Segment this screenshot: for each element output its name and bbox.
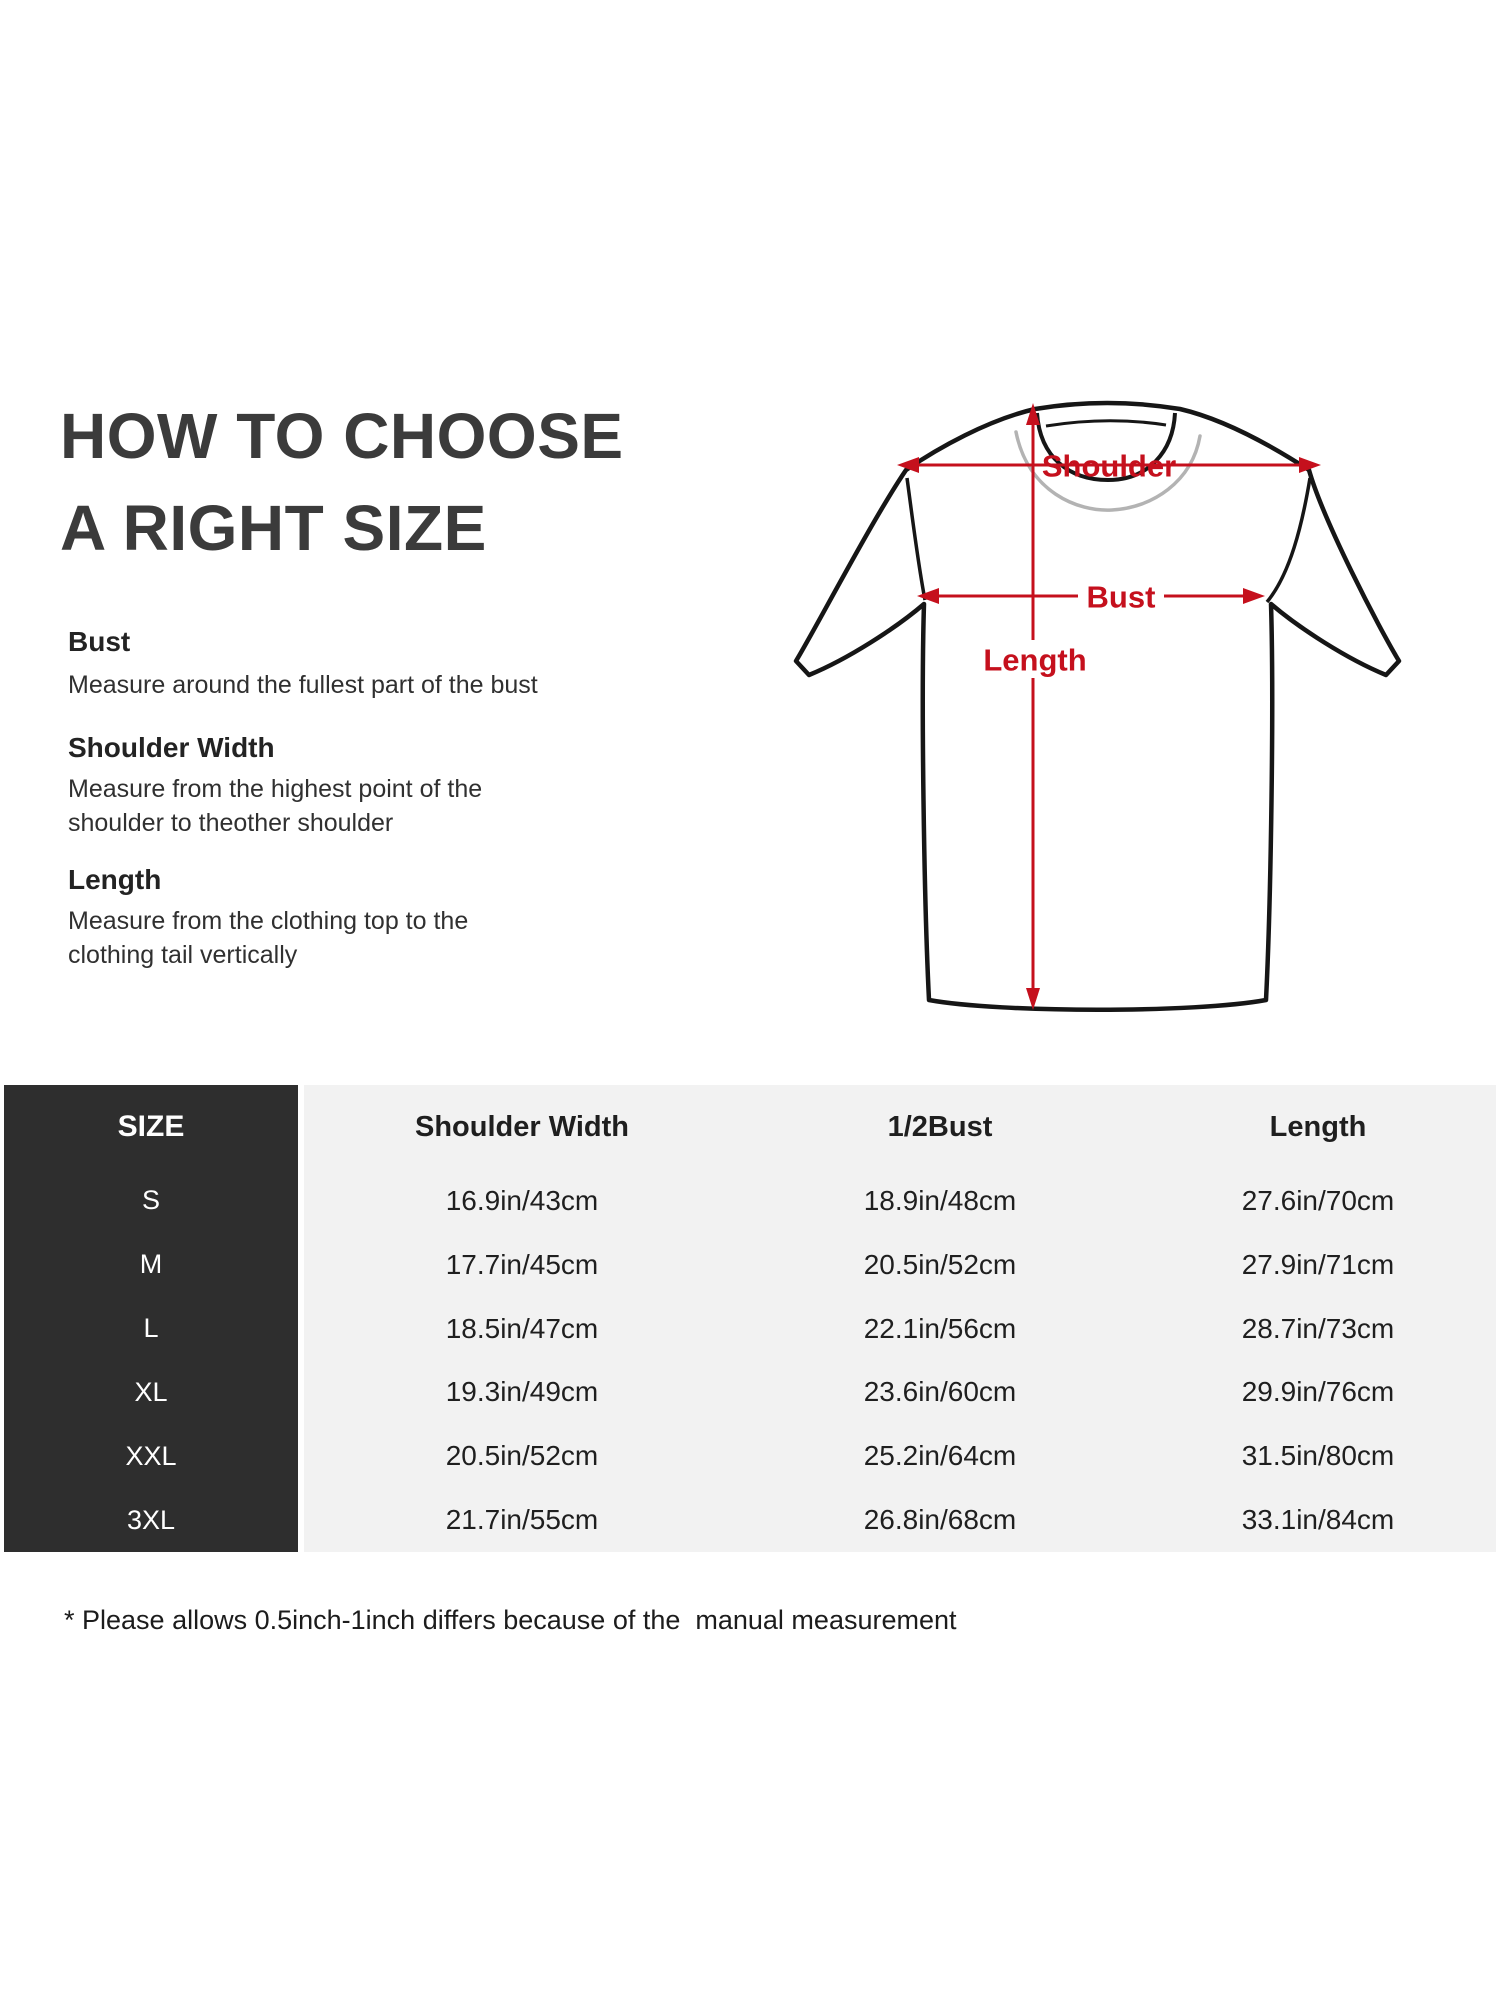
size-column-background bbox=[4, 1085, 298, 1552]
size-label: 3XL bbox=[126, 1504, 176, 1535]
length-description-line2: clothing tail vertically bbox=[68, 941, 298, 969]
bust-value: 18.9in/48cm bbox=[863, 1184, 1017, 1216]
bust-value: 25.2in/64cm bbox=[863, 1440, 1017, 1472]
length-value: 27.9in/71cm bbox=[1241, 1248, 1395, 1280]
length-value: 33.1in/84cm bbox=[1241, 1504, 1395, 1536]
right-sleeve-seam bbox=[1265, 477, 1312, 604]
size-label: XL bbox=[134, 1376, 168, 1407]
shoulder-width-description-line1: Measure from the highest point of the bbox=[68, 775, 483, 803]
bust-description-line1: Measure around the fullest part of the b… bbox=[68, 671, 538, 699]
header-length: Length bbox=[1269, 1110, 1367, 1143]
header-half-bust: 1/2Bust bbox=[887, 1110, 993, 1143]
table-header-row: SIZE Shoulder Width 1/2Bust Length bbox=[4, 1085, 1496, 1169]
page-title-line1: HOW TO CHOOSE bbox=[60, 400, 624, 472]
page-title-line2: A RIGHT SIZE bbox=[60, 492, 487, 564]
table-row-m: M 17.7in/45cm 20.5in/52cm 27.9in/71cm bbox=[4, 1233, 1496, 1297]
bust-value: 20.5in/52cm bbox=[863, 1248, 1017, 1280]
length-value: 28.7in/73cm bbox=[1241, 1312, 1395, 1344]
shoulder-width-heading: Shoulder Width bbox=[68, 732, 275, 763]
tshirt-outline bbox=[793, 400, 1402, 1012]
shoulder-value: 20.5in/52cm bbox=[445, 1440, 599, 1472]
size-table: SIZE Shoulder Width 1/2Bust Length S 16.… bbox=[4, 1085, 1496, 1552]
size-label: M bbox=[139, 1249, 163, 1280]
size-label: XXL bbox=[125, 1440, 177, 1471]
length-value: 29.9in/76cm bbox=[1241, 1376, 1395, 1408]
shoulder-value: 19.3in/49cm bbox=[445, 1376, 599, 1408]
bust-value: 23.6in/60cm bbox=[863, 1376, 1017, 1408]
collar-shadow bbox=[1014, 430, 1202, 512]
measurement-disclaimer: * Please allows 0.5inch-1inch differs be… bbox=[64, 1605, 957, 1635]
bust-arrowhead-left bbox=[917, 588, 939, 604]
bust-arrowhead-right bbox=[1243, 588, 1265, 604]
table-row-3xl: 3XL 21.7in/55cm 26.8in/68cm 33.1in/84cm bbox=[4, 1488, 1496, 1552]
table-row-xxl: XXL 20.5in/52cm 25.2in/64cm 31.5in/80cm bbox=[4, 1424, 1496, 1488]
length-arrowhead-down bbox=[1026, 988, 1040, 1010]
shoulder-arrowhead-right bbox=[1299, 457, 1321, 473]
bust-value: 26.8in/68cm bbox=[863, 1504, 1017, 1536]
table-row-xl: XL 19.3in/49cm 23.6in/60cm 29.9in/76cm bbox=[4, 1360, 1496, 1424]
table-row-l: L 18.5in/47cm 22.1in/56cm 28.7in/73cm bbox=[4, 1297, 1496, 1361]
length-description-line1: Measure from the clothing top to the bbox=[68, 907, 469, 935]
header-shoulder-width: Shoulder Width bbox=[415, 1110, 629, 1143]
shoulder-arrowhead-left bbox=[897, 457, 919, 473]
shoulder-value: 18.5in/47cm bbox=[445, 1312, 599, 1344]
bust-description: Measure around the fullest part of the b… bbox=[68, 668, 538, 702]
shoulder-diagram-label: Shoulder bbox=[1042, 449, 1176, 484]
shoulder-value: 16.9in/43cm bbox=[445, 1184, 599, 1216]
bust-diagram-label: Bust bbox=[1087, 580, 1156, 615]
length-diagram-label: Length bbox=[983, 643, 1086, 678]
length-heading: Length bbox=[68, 864, 162, 895]
shoulder-value: 21.7in/55cm bbox=[445, 1504, 599, 1536]
bust-heading: Bust bbox=[68, 626, 131, 657]
tshirt-measurement-diagram: Shoulder Bust Length bbox=[793, 400, 1402, 1012]
page-title: HOW TO CHOOSE A RIGHT SIZE bbox=[60, 390, 624, 574]
length-arrowhead-up bbox=[1026, 403, 1040, 425]
table-panel-background bbox=[304, 1085, 1496, 1552]
shoulder-value: 17.7in/45cm bbox=[445, 1248, 599, 1280]
shoulder-width-description-line2: shoulder to theother shoulder bbox=[68, 809, 394, 837]
length-description: Measure from the clothing top to the clo… bbox=[68, 904, 468, 972]
length-value: 31.5in/80cm bbox=[1241, 1440, 1395, 1472]
bust-value: 22.1in/56cm bbox=[863, 1312, 1017, 1344]
size-table-grid: SIZE Shoulder Width 1/2Bust Length S 16.… bbox=[4, 1085, 1496, 1552]
measurement-arrows bbox=[897, 403, 1321, 1010]
length-value: 27.6in/70cm bbox=[1241, 1184, 1395, 1216]
collar-opening bbox=[1035, 412, 1177, 483]
size-label: L bbox=[143, 1313, 159, 1344]
size-label: S bbox=[141, 1185, 160, 1216]
left-sleeve-seam bbox=[905, 477, 927, 601]
collar-band-line bbox=[1045, 419, 1167, 428]
table-row-s: S 16.9in/43cm 18.9in/48cm 27.6in/70cm bbox=[4, 1169, 1496, 1233]
shoulder-width-description: Measure from the highest point of the sh… bbox=[68, 772, 482, 840]
header-size: SIZE bbox=[117, 1110, 185, 1143]
